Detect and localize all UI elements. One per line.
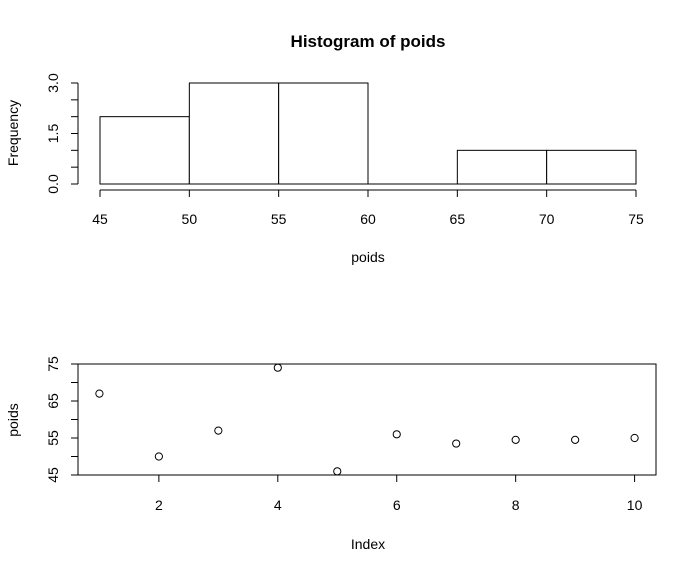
index-plot-x-tick-label: 2: [155, 497, 163, 513]
index-plot-point: [630, 433, 639, 443]
histogram-title: Histogram of poids: [291, 32, 446, 51]
histogram-bar: [188, 82, 280, 185]
index-plot-x-tick-label: 6: [393, 497, 401, 513]
index-plot-point: [273, 363, 282, 372]
histogram-x-label: poids: [351, 249, 384, 265]
index-plot-y-tick-label: 55: [45, 430, 61, 446]
index-plot-points: [95, 363, 639, 476]
histogram-x-tick-label: 70: [539, 211, 555, 227]
index-plot-point: [452, 439, 461, 448]
histogram-y-label: Frequency: [5, 100, 21, 166]
histogram-y-tick-label: 0.0: [45, 174, 61, 194]
histogram-bar: [278, 82, 369, 185]
histogram-bars: [99, 82, 637, 185]
index-plot-y-label: poids: [5, 403, 21, 436]
index-plot-y-tick-label: 65: [45, 393, 61, 409]
histogram-bar: [456, 149, 548, 185]
histogram-x-tick-label: 50: [182, 211, 198, 227]
index-plot-frame: [77, 363, 657, 476]
histogram-x-tick-label: 60: [360, 211, 376, 227]
index-plot-point: [333, 467, 342, 476]
index-plot-y-ticks: 45 55 65 75: [45, 356, 78, 483]
index-plot-point: [571, 435, 580, 444]
histogram-x-tick-label: 75: [628, 211, 644, 227]
index-plot-point: [154, 452, 163, 461]
histogram-panel: Histogram of poids 45 50 55 60 65 70 75 0.0 1.5…: [5, 32, 644, 265]
index-plot-x-label: Index: [351, 536, 385, 552]
histogram-bar: [546, 149, 637, 185]
index-plot-x-tick-label: 4: [274, 497, 282, 513]
histogram-bar: [99, 116, 190, 185]
index-plot-y-tick-label: 45: [45, 467, 61, 483]
index-plot-x-tick-label: 10: [627, 497, 643, 513]
index-plot-point: [214, 426, 223, 435]
index-plot-panel: 2 4 6 8 10 45 55 65 75 Index poids: [5, 356, 657, 552]
histogram-x-tick-label: 45: [92, 211, 108, 227]
histogram-x-tick-label: 55: [271, 211, 287, 227]
index-plot-point: [95, 389, 104, 398]
histogram-x-ticks: 45 50 55 60 65 70 75: [92, 190, 644, 227]
index-plot-y-tick-label: 75: [45, 356, 61, 372]
histogram-y-tick-label: 3.0: [45, 73, 61, 93]
index-plot-x-ticks: 2 4 6 8 10: [155, 475, 643, 513]
index-plot-x-tick-label: 8: [512, 497, 520, 513]
index-plot-point: [392, 430, 401, 439]
histogram-y-tick-label: 1.5: [45, 124, 61, 144]
histogram-x-tick-label: 65: [450, 211, 466, 227]
histogram-y-ticks: 0.0 1.5 3.0: [45, 73, 78, 194]
index-plot-point: [511, 435, 520, 444]
